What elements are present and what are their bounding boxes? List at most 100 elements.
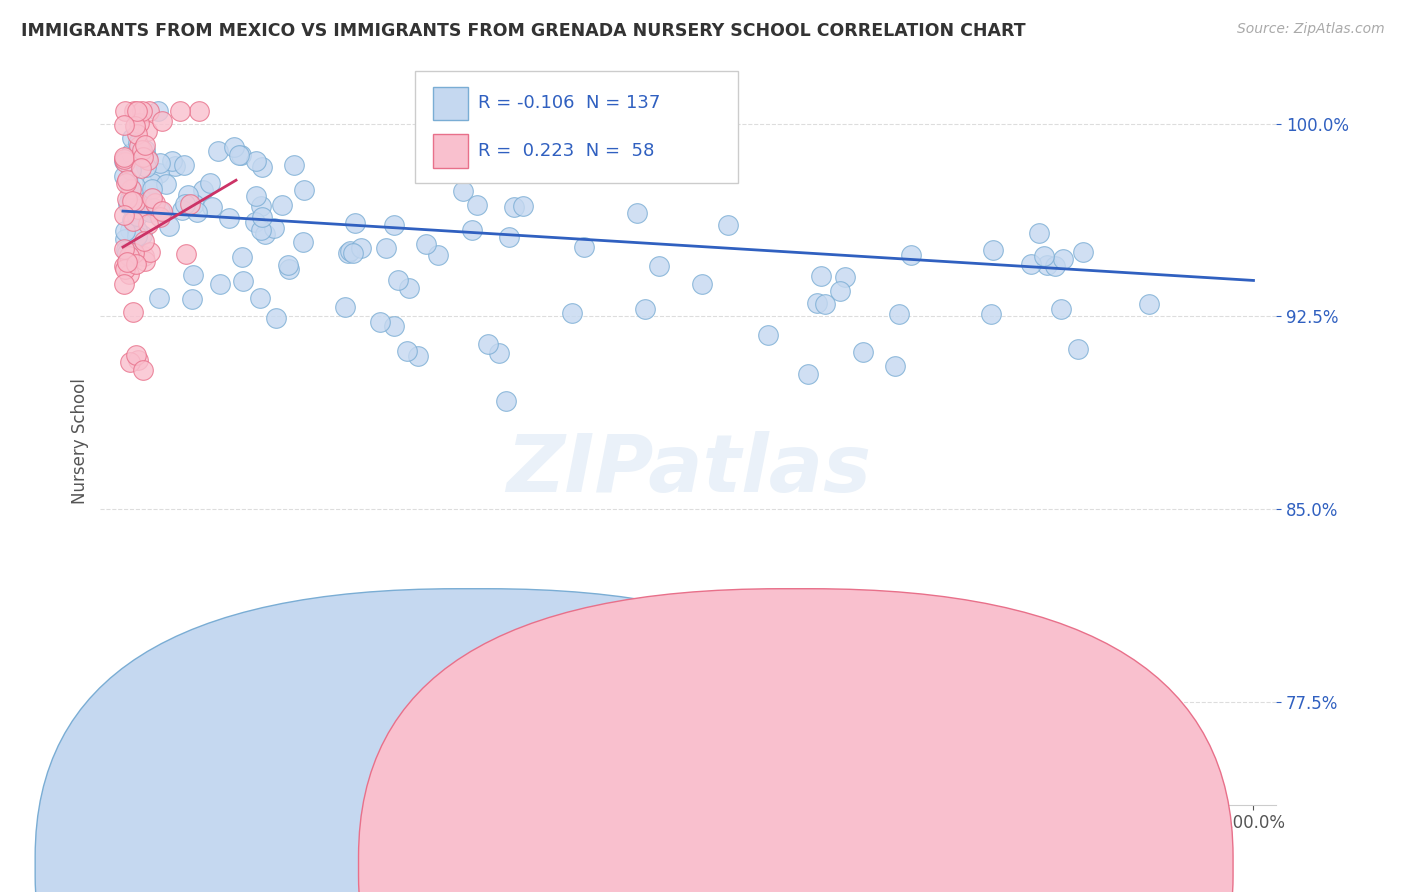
Text: R = -0.106  N = 137: R = -0.106 N = 137 (478, 95, 661, 112)
Point (115, 254, 138, 268)
Point (117, 197, 139, 211)
Point (122, 305, 145, 319)
Point (138, 153, 160, 167)
Point (122, 246, 145, 260)
Point (339, 244, 361, 258)
Point (114, 118, 136, 132)
Point (557, 138, 579, 153)
Point (278, 262, 301, 277)
Point (138, 103, 160, 118)
Text: Source: ZipAtlas.com: Source: ZipAtlas.com (1237, 22, 1385, 37)
Point (183, 196, 205, 211)
Point (382, 219, 405, 233)
Point (127, 103, 149, 118)
Point (451, 185, 474, 199)
Point (143, 201, 166, 215)
Point (128, 108, 150, 122)
Point (131, 103, 153, 118)
Point (186, 205, 208, 219)
Point (150, 114, 173, 128)
Point (152, 203, 174, 218)
Point (187, 103, 209, 118)
Point (118, 355, 141, 369)
Point (270, 198, 292, 212)
Point (115, 173, 138, 187)
Point (814, 296, 837, 310)
Point (149, 156, 172, 170)
Text: ZIPatlas: ZIPatlas (506, 431, 870, 509)
Point (477, 336, 499, 351)
Point (690, 277, 713, 292)
Point (207, 144, 229, 158)
Point (1019, 257, 1042, 271)
Point (181, 293, 204, 307)
Point (263, 220, 285, 235)
Point (229, 148, 252, 162)
Point (131, 143, 153, 157)
Point (1028, 226, 1050, 240)
Point (181, 268, 204, 283)
Point (112, 169, 135, 184)
Point (1052, 252, 1074, 267)
Point (120, 247, 142, 261)
Point (132, 150, 155, 164)
Point (198, 176, 221, 190)
Point (125, 223, 148, 237)
Point (157, 219, 180, 233)
Point (177, 188, 200, 202)
Point (218, 211, 240, 226)
Point (132, 363, 155, 377)
Point (114, 154, 136, 169)
Text: Immigrants from Mexico: Immigrants from Mexico (495, 859, 682, 873)
Point (344, 216, 367, 230)
Point (131, 227, 153, 242)
Point (141, 204, 163, 219)
Point (337, 245, 360, 260)
Point (415, 237, 437, 252)
Point (115, 176, 138, 190)
Point (1045, 259, 1067, 273)
Point (375, 241, 398, 255)
Point (141, 182, 163, 196)
Point (201, 200, 224, 214)
Point (127, 209, 149, 223)
Point (209, 277, 232, 292)
Point (191, 184, 214, 198)
Point (121, 212, 143, 227)
Point (243, 215, 266, 229)
Point (118, 255, 141, 269)
Point (118, 241, 141, 255)
Point (398, 281, 420, 295)
Point (112, 154, 135, 169)
Point (149, 204, 172, 219)
Point (115, 192, 138, 206)
Point (165, 159, 187, 173)
Point (797, 368, 820, 382)
Point (141, 191, 163, 205)
Point (232, 274, 254, 288)
Point (342, 246, 364, 260)
Point (124, 195, 146, 210)
Point (717, 218, 740, 232)
Point (127, 195, 149, 210)
Point (382, 319, 405, 334)
Point (128, 138, 150, 153)
Point (810, 268, 832, 283)
Point (118, 222, 141, 236)
Point (634, 301, 657, 316)
Point (396, 343, 419, 358)
Point (125, 257, 148, 271)
Point (488, 346, 510, 360)
Point (250, 160, 273, 174)
Point (148, 210, 170, 224)
Point (283, 158, 305, 172)
Point (981, 243, 1004, 257)
Point (134, 254, 156, 268)
Point (149, 211, 172, 225)
Point (465, 198, 488, 212)
Point (120, 191, 142, 205)
Point (980, 307, 1002, 321)
Point (114, 244, 136, 258)
Point (169, 103, 191, 118)
Point (120, 162, 142, 177)
